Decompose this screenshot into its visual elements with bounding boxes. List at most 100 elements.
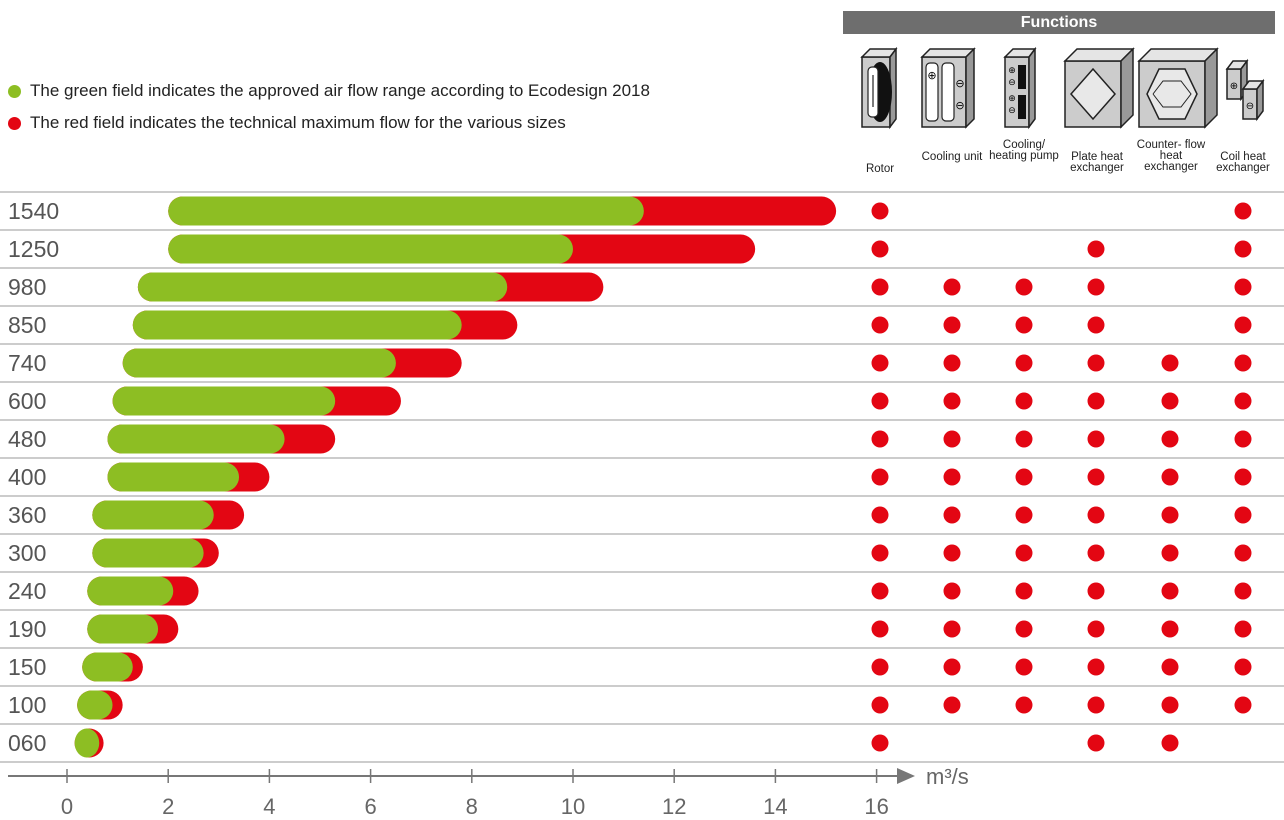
function-dot-240-2 [1015, 582, 1033, 600]
function-dot-150-0 [871, 658, 889, 676]
legend-red: The red field indicates the technical ma… [8, 113, 566, 133]
svg-text:⊖: ⊖ [955, 99, 964, 112]
function-dot-100-2 [1015, 696, 1033, 714]
function-dot-360-1 [943, 506, 961, 524]
x-tick-label-8: 8 [466, 794, 478, 819]
function-dot-150-4 [1161, 658, 1179, 676]
function-dot-360-5 [1234, 506, 1252, 524]
row-label-740: 740 [8, 350, 46, 376]
function-dot-980-2 [1015, 278, 1033, 296]
row-label-190: 190 [8, 616, 46, 642]
function-dot-740-0 [871, 354, 889, 372]
function-dot-150-1 [943, 658, 961, 676]
function-dot-850-2 [1015, 316, 1033, 334]
legend-green: The green field indicates the approved a… [8, 81, 650, 101]
svg-text:⊖: ⊖ [1008, 106, 1016, 116]
function-dot-400-1 [943, 468, 961, 486]
function-dot-400-0 [871, 468, 889, 486]
function-dot-600-1 [943, 392, 961, 410]
svg-text:⊕: ⊕ [927, 69, 936, 82]
green-bar-1540 [168, 196, 644, 226]
function-dot-1250-3 [1087, 240, 1105, 258]
function-dot-480-5 [1234, 430, 1252, 448]
function-dot-740-3 [1087, 354, 1105, 372]
green-bar-190 [87, 614, 159, 644]
svg-text:⊕: ⊕ [1230, 81, 1238, 92]
function-label-cooling-heating-pump: Cooling/ heating pump [989, 139, 1059, 162]
function-dot-740-2 [1015, 354, 1033, 372]
green-bar-150 [82, 652, 133, 682]
row-label-360: 360 [8, 502, 46, 528]
function-dot-060-4 [1161, 734, 1179, 752]
function-dot-600-0 [871, 392, 889, 410]
function-dot-300-4 [1161, 544, 1179, 562]
function-label-counterflow-heat-exchanger: Counter- flow heat exchanger [1136, 139, 1206, 173]
functions-header: Functions [843, 11, 1275, 34]
row-label-1250: 1250 [8, 236, 59, 262]
function-dot-980-5 [1234, 278, 1252, 296]
function-dot-400-5 [1234, 468, 1252, 486]
coil-heat-exchanger-icon: ⊕ ⊖ [1225, 58, 1265, 122]
svg-text:⊕: ⊕ [1008, 94, 1016, 104]
x-tick-label-14: 14 [763, 794, 787, 819]
function-dot-360-3 [1087, 506, 1105, 524]
row-label-400: 400 [8, 464, 46, 490]
function-dot-400-4 [1161, 468, 1179, 486]
function-dot-190-2 [1015, 620, 1033, 638]
x-tick-label-16: 16 [864, 794, 888, 819]
function-label-cooling-unit: Cooling unit [921, 151, 983, 163]
row-label-1540: 1540 [8, 198, 59, 224]
function-dot-190-3 [1087, 620, 1105, 638]
green-bar-740 [122, 348, 396, 378]
function-dot-300-2 [1015, 544, 1033, 562]
x-tick-label-10: 10 [561, 794, 585, 819]
function-dot-100-3 [1087, 696, 1105, 714]
function-dot-1250-0 [871, 240, 889, 258]
counterflow-heat-exchanger-icon [1137, 47, 1219, 129]
function-dot-150-2 [1015, 658, 1033, 676]
function-dot-980-3 [1087, 278, 1105, 296]
function-dot-850-3 [1087, 316, 1105, 334]
function-dot-400-2 [1015, 468, 1033, 486]
row-label-600: 600 [8, 388, 46, 414]
function-dot-240-1 [943, 582, 961, 600]
red-dot-icon [8, 116, 21, 130]
function-dot-360-4 [1161, 506, 1179, 524]
row-label-150: 150 [8, 654, 46, 680]
function-dot-850-5 [1234, 316, 1252, 334]
x-tick-label-2: 2 [162, 794, 174, 819]
row-label-300: 300 [8, 540, 46, 566]
green-bar-060 [74, 728, 100, 758]
legend-red-text: The red field indicates the technical ma… [30, 113, 566, 132]
function-dot-190-0 [871, 620, 889, 638]
function-dot-190-1 [943, 620, 961, 638]
function-dot-480-0 [871, 430, 889, 448]
function-label-plate-heat-exchanger: Plate heat exchanger [1070, 151, 1124, 174]
function-dot-480-2 [1015, 430, 1033, 448]
x-tick-label-4: 4 [263, 794, 275, 819]
function-dot-400-3 [1087, 468, 1105, 486]
function-dot-240-5 [1234, 582, 1252, 600]
function-dot-740-1 [943, 354, 961, 372]
function-dot-190-4 [1161, 620, 1179, 638]
row-label-850: 850 [8, 312, 46, 338]
function-dot-1540-5 [1234, 202, 1252, 220]
row-label-100: 100 [8, 692, 46, 718]
rotor-icon [860, 47, 898, 130]
green-bar-850 [132, 310, 462, 340]
function-dot-740-5 [1234, 354, 1252, 372]
cooling-unit-icon: ⊕ ⊖ ⊖ [920, 47, 976, 129]
row-label-240: 240 [8, 578, 46, 604]
function-dot-150-5 [1234, 658, 1252, 676]
function-dot-1540-0 [871, 202, 889, 220]
row-label-980: 980 [8, 274, 46, 300]
function-dot-850-0 [871, 316, 889, 334]
svg-text:⊖: ⊖ [955, 77, 964, 90]
green-bar-600 [112, 386, 336, 416]
function-dot-600-3 [1087, 392, 1105, 410]
function-dot-100-5 [1234, 696, 1252, 714]
x-tick-label-12: 12 [662, 794, 686, 819]
function-dot-480-3 [1087, 430, 1105, 448]
x-axis-label: m³/s [926, 764, 969, 789]
